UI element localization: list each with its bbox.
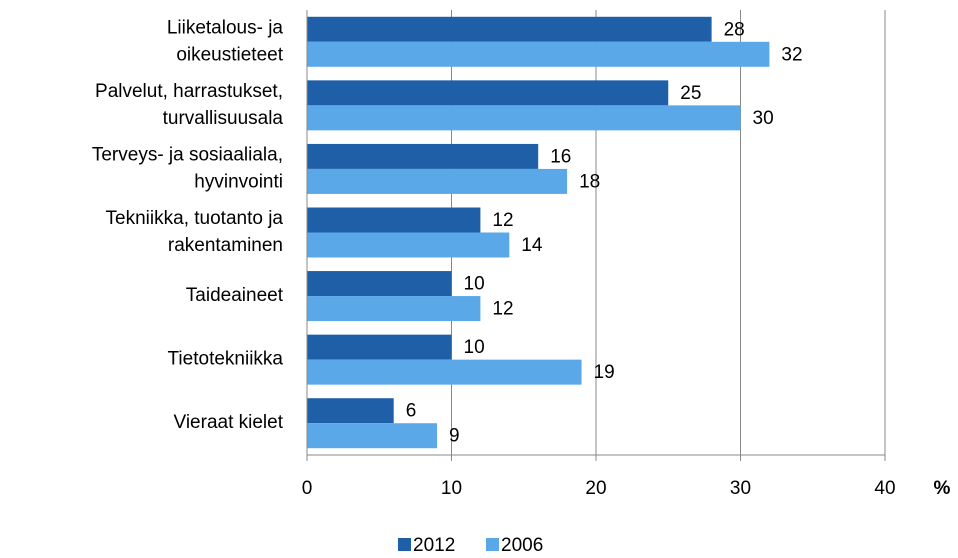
data-label: 19 <box>594 362 615 383</box>
y-tick-label: Tekniikka, tuotanto ja <box>106 208 284 229</box>
data-label: 30 <box>753 108 774 129</box>
bar <box>307 423 438 449</box>
y-tick-label: turvallisuusala <box>163 108 284 129</box>
data-label: 32 <box>781 44 802 65</box>
data-label: 25 <box>680 83 701 104</box>
bar <box>307 334 452 360</box>
bar <box>307 80 669 106</box>
data-label: 16 <box>550 146 571 167</box>
bar <box>307 143 539 169</box>
x-unit: % <box>934 478 951 499</box>
y-tick-label: Vieraat kielet <box>174 412 284 433</box>
x-tick-label: 20 <box>585 478 606 499</box>
y-tick-label: rakentaminen <box>168 235 283 256</box>
data-label: 12 <box>492 299 513 320</box>
data-label: 6 <box>406 401 417 422</box>
x-tick-label: 10 <box>441 478 462 499</box>
y-tick-label: oikeustieteet <box>176 44 283 65</box>
bar <box>307 398 394 424</box>
legend-swatch <box>398 538 411 551</box>
y-tick-label: Palvelut, harrastukset, <box>95 81 283 102</box>
x-tick-label: 40 <box>874 478 895 499</box>
y-tick-label: Terveys- ja sosiaaliala, <box>92 144 283 165</box>
y-tick-label: Taideaineet <box>186 285 284 306</box>
legend-swatch <box>486 538 499 551</box>
bar <box>307 296 481 322</box>
x-tick-label: 0 <box>302 478 313 499</box>
bar <box>307 207 481 233</box>
legend-label: 2012 <box>413 535 455 556</box>
x-tick-label: 30 <box>730 478 751 499</box>
bar <box>307 41 770 67</box>
data-label: 28 <box>724 19 745 40</box>
bar <box>307 232 510 258</box>
data-label: 10 <box>464 337 485 358</box>
y-tick-label: Tietotekniikka <box>168 349 284 370</box>
data-label: 14 <box>521 235 543 256</box>
data-label: 12 <box>492 210 513 231</box>
y-tick-label: Liiketalous- ja <box>167 17 284 38</box>
bar <box>307 168 568 194</box>
data-label: 18 <box>579 171 600 192</box>
data-label: 10 <box>464 274 485 295</box>
legend-label: 2006 <box>501 535 543 556</box>
bar <box>307 359 582 385</box>
data-label: 9 <box>449 426 460 447</box>
bar <box>307 16 712 42</box>
y-tick-label: hyvinvointi <box>194 171 283 192</box>
bar <box>307 271 452 297</box>
bar <box>307 105 741 131</box>
